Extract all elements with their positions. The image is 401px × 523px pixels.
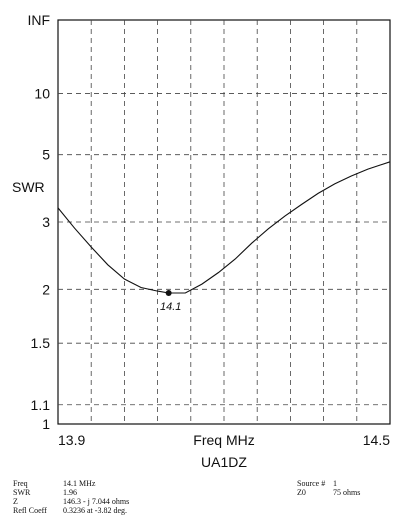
y-axis-label: SWR — [12, 179, 45, 195]
grid — [58, 20, 390, 424]
y-tick-label: 5 — [42, 147, 50, 163]
y-tick-label: INF — [27, 12, 50, 28]
chart-title: UA1DZ — [201, 454, 247, 470]
y-tick-label: 3 — [42, 214, 50, 230]
y-tick-label: 1.5 — [31, 335, 51, 351]
x-tick-label: 13.9 — [58, 432, 85, 448]
readout-key: Z — [13, 497, 63, 506]
readout-value: 14.1 MHz — [63, 479, 95, 488]
y-tick-label: 10 — [34, 85, 50, 101]
marker-label: 14.1 — [160, 301, 181, 313]
y-tick-label: 1.1 — [31, 397, 51, 413]
readout-value: 146.3 - j 7.044 ohms — [63, 497, 129, 506]
readout-impedance: Z 146.3 - j 7.044 ohms — [13, 497, 129, 506]
tick-labels: 1 1.1 1.5 2 3 5 10 INF 13.9 14.5 — [27, 12, 390, 448]
readout-key: Freq — [13, 479, 63, 488]
readout-left: Freq 14.1 MHz SWR 1.96 Z 146.3 - j 7.044 oh… — [13, 479, 129, 515]
readout-key: Z0 — [297, 488, 333, 497]
readout-source: Source #1 — [297, 479, 360, 488]
readout-value: 1.96 — [63, 488, 77, 497]
readout-key: SWR — [13, 488, 63, 497]
readout-right: Source #1 Z0 75 ohms — [297, 479, 360, 497]
marker-dot — [166, 290, 172, 296]
readout-swr: SWR 1.96 — [13, 488, 129, 497]
readout-value: 0.3236 at -3.82 deg. — [63, 506, 127, 515]
readout-refl-coeff: Refl Coeff 0.3236 at -3.82 deg. — [13, 506, 129, 515]
readout-key: Source # — [297, 479, 333, 488]
x-axis-label: Freq MHz — [193, 432, 254, 448]
readout-freq: Freq 14.1 MHz — [13, 479, 129, 488]
y-tick-label: 2 — [42, 281, 50, 297]
readout-value: 1 — [333, 479, 337, 488]
readout-value: 75 ohms — [333, 488, 360, 497]
y-tick-label: 1 — [42, 416, 50, 432]
x-tick-label: 14.5 — [363, 432, 390, 448]
readout-z0: Z0 75 ohms — [297, 488, 360, 497]
readout-key: Refl Coeff — [13, 506, 63, 515]
